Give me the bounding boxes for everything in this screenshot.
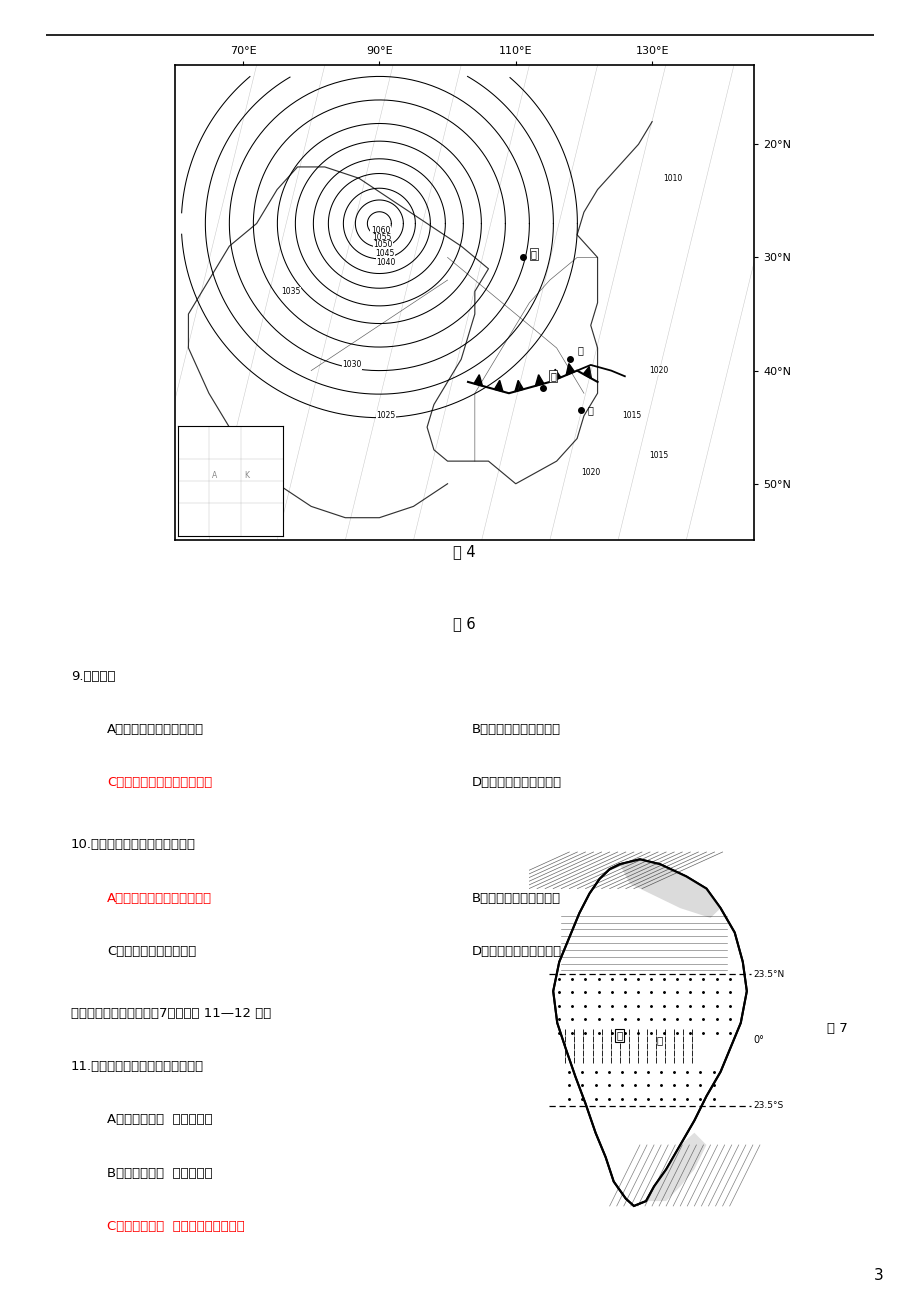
Text: A．气温下降，出现阴雨天气: A．气温下降，出现阴雨天气: [108, 892, 212, 905]
Text: 1045: 1045: [374, 249, 393, 258]
Text: 11.图中甲和乙自然带的名称分别是: 11.图中甲和乙自然带的名称分别是: [71, 1060, 204, 1073]
Text: 23.5°S: 23.5°S: [752, 1101, 782, 1111]
Text: B．气压：乙地低于丙地: B．气压：乙地低于丙地: [471, 723, 560, 736]
Polygon shape: [583, 367, 591, 379]
Text: 1020: 1020: [649, 366, 668, 375]
Text: C．热带雨林带  亚热带常绿硬叶林带: C．热带雨林带 亚热带常绿硬叶林带: [108, 1220, 244, 1233]
Text: 图 4: 图 4: [453, 544, 475, 560]
Polygon shape: [565, 363, 573, 375]
Text: 丙: 丙: [550, 371, 556, 381]
Text: B．气温升高，风力增强: B．气温升高，风力增强: [471, 892, 560, 905]
Polygon shape: [552, 859, 746, 1206]
Polygon shape: [515, 380, 523, 392]
Text: 图 6: 图 6: [453, 616, 475, 631]
Text: K: K: [244, 471, 248, 480]
Text: 1040: 1040: [376, 258, 395, 267]
Text: 1050: 1050: [373, 240, 392, 249]
Polygon shape: [494, 380, 503, 392]
Text: 读非洲自然带分布图（图7），完成 11—12 题。: 读非洲自然带分布图（图7），完成 11—12 题。: [71, 1008, 271, 1021]
Text: D．风速：甲地小于丁地: D．风速：甲地小于丁地: [471, 776, 562, 789]
Polygon shape: [552, 370, 561, 380]
Text: 1015: 1015: [649, 450, 668, 460]
Text: B．热带草原带  热带沙漠带: B．热带草原带 热带沙漠带: [108, 1167, 212, 1180]
Text: 丙: 丙: [656, 1035, 663, 1046]
Text: 图 7: 图 7: [826, 1022, 846, 1035]
Polygon shape: [535, 375, 543, 385]
Text: C．降水概率：乙地小于丙地: C．降水概率：乙地小于丙地: [108, 776, 212, 789]
Text: 23.5°N: 23.5°N: [752, 970, 783, 979]
Text: 甲: 甲: [530, 249, 536, 259]
Text: A: A: [211, 471, 217, 480]
Text: 1010: 1010: [663, 173, 682, 182]
Text: A．风向：甲地与乙地相同: A．风向：甲地与乙地相同: [108, 723, 204, 736]
Text: 1055: 1055: [371, 233, 391, 242]
Text: D．雨过天晴，气温升高: D．雨过天晴，气温升高: [471, 945, 562, 958]
Polygon shape: [645, 1133, 706, 1200]
Text: 1060: 1060: [370, 227, 390, 236]
Polygon shape: [473, 375, 482, 385]
Text: 1030: 1030: [342, 361, 361, 370]
Text: 3: 3: [872, 1268, 882, 1282]
Text: 1025: 1025: [376, 411, 395, 421]
Text: 1035: 1035: [280, 286, 301, 296]
Text: 丁: 丁: [586, 405, 593, 415]
Text: A．热带雨林带  热带沙漠带: A．热带雨林带 热带沙漠带: [108, 1113, 212, 1126]
Text: 10.未来两天，丁地的天气变化是: 10.未来两天，丁地的天气变化是: [71, 838, 196, 852]
Text: 甲: 甲: [616, 1030, 622, 1040]
Text: 1020: 1020: [581, 467, 600, 477]
Text: 0°: 0°: [752, 1035, 763, 1046]
Text: C．出现暴雨、冰雹天气: C．出现暴雨、冰雹天气: [108, 945, 197, 958]
Text: 1015: 1015: [621, 411, 641, 421]
Text: 乙: 乙: [576, 345, 583, 355]
Polygon shape: [619, 859, 720, 918]
Text: 9.图示时刻: 9.图示时刻: [71, 669, 115, 682]
